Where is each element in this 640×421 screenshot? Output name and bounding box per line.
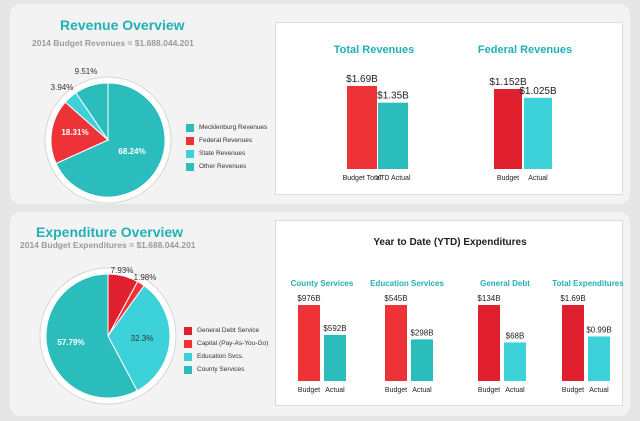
bar-actual [524, 97, 552, 169]
bar-value-label: $976B [297, 294, 320, 303]
bar-value-label: $545B [384, 294, 407, 303]
bar-actual [324, 334, 346, 381]
revenue-panel: Revenue Overview 2014 Budget Revenues = … [10, 4, 630, 204]
bar-budget-total [347, 86, 377, 169]
bar-chart-general-debt: General Debt $134B Budget $68B Actual [477, 279, 530, 394]
bar-budget [562, 305, 584, 381]
pie-slice-other-revenues [75, 82, 109, 142]
pie-label-other-revenues: 9.51% [75, 67, 98, 76]
legend-label: Mecklenburg Revenues [199, 124, 268, 131]
bar-category-label: Actual [528, 175, 548, 182]
bar-value-label: $592B [323, 324, 346, 333]
pie-label-capital-pay-as-you-go: 1.98% [134, 273, 157, 282]
revenue-subtitle: 2014 Budget Revenues = $1.688.044.201 [32, 38, 194, 48]
bar-budget [385, 305, 407, 381]
bar-actual [504, 342, 526, 381]
legend-swatch [186, 136, 194, 145]
pie-label-state-revenues: 3.94% [51, 83, 74, 92]
revenue-bar-charts: Total Revenues $1.69B Budget Total $1.35B YT… [334, 44, 572, 182]
legend-item-federal-revenues: Federal Revenues [186, 134, 267, 147]
bar-chart-federal-revenues: Federal Revenues $1.152B Budget $1.025B Actu… [478, 44, 572, 182]
revenue-bars-card: Total Revenues $1.69B Budget Total $1.35B YT… [275, 22, 623, 195]
bar-value-label: $0.99B [586, 325, 611, 334]
bar-ytd-actual [378, 102, 408, 169]
legend-label: Federal Revenues [199, 137, 253, 144]
bar-category-label: Budget [478, 387, 500, 394]
legend-swatch [184, 365, 192, 374]
bar-chart-total-revenues: Total Revenues $1.69B Budget Total $1.35B YT… [334, 44, 415, 182]
bar-category-label: Actual [325, 387, 345, 394]
bar-chart-education-services: Education Services $545B Budget $298B Actual [370, 279, 444, 394]
legend-item-mecklenburg-revenues: Mecklenburg Revenues [186, 121, 267, 134]
expenditure-title: Expenditure Overview [36, 224, 184, 240]
ytd-title: Year to Date (YTD) Expenditures [373, 237, 527, 248]
legend-swatch [186, 162, 194, 171]
bar-category-label: YTD Actual [375, 175, 410, 182]
legend-item-capital-pay-as-you-go: Capital (Pay-As-You-Go) [184, 337, 268, 350]
pie-label-federal-revenues: 18.31% [61, 128, 88, 137]
bar-chart-title: Federal Revenues [478, 44, 572, 56]
bar-category-label: Budget [562, 387, 584, 394]
expenditure-pie-chart: 7.93%1.98% 32.3% 57.79% [39, 266, 177, 405]
legend-label: Education Svcs. [197, 353, 244, 360]
revenue-title: Revenue Overview [60, 17, 185, 33]
bar-value-label: $1.69B [346, 74, 378, 85]
legend-label: State Revenues [199, 150, 246, 157]
bar-actual [588, 336, 610, 381]
bar-value-label: $1.152B [489, 77, 527, 88]
bar-budget [478, 305, 500, 381]
bar-chart-title: General Debt [480, 279, 530, 288]
bar-category-label: Actual [505, 387, 525, 394]
bar-category-label: Budget [497, 175, 519, 182]
bar-budget [494, 89, 522, 169]
expenditure-bars-card: Year to Date (YTD) Expenditures County S… [275, 220, 625, 406]
bar-value-label: $134B [477, 294, 500, 303]
legend-swatch [184, 339, 192, 348]
bar-actual [411, 339, 433, 381]
bar-category-label: Budget [385, 387, 407, 394]
pie-slice-county-services [45, 273, 138, 399]
bar-chart-county-services: County Services $976B Budget $592B Actual [291, 279, 354, 394]
bar-value-label: $298B [410, 328, 433, 337]
bar-value-label: $68B [506, 331, 525, 340]
legend-swatch [186, 149, 194, 158]
legend-label: County Services [197, 366, 245, 373]
pie-label-county-services: 57.79% [57, 338, 84, 347]
legend-item-state-revenues: State Revenues [186, 147, 267, 160]
legend-swatch [184, 326, 192, 335]
pie-slice-federal-revenues [50, 101, 109, 165]
legend-label: General Debt Service [197, 327, 260, 334]
bar-chart-title: County Services [291, 279, 354, 288]
bar-value-label: $1.025B [519, 86, 557, 97]
legend-label: Other Revenues [199, 163, 247, 170]
legend-label: Capital (Pay-As-You-Go) [197, 340, 269, 347]
bar-category-label: Actual [412, 387, 432, 394]
bar-value-label: $1.35B [377, 91, 409, 102]
legend-item-education-svcs: Education Svcs. [184, 350, 268, 363]
legend-swatch [184, 352, 192, 361]
bar-chart-total-expenditures: Total Expenditures $1.69B Budget $0.99B Actu… [552, 279, 624, 394]
bar-category-label: Budget Total [343, 175, 382, 182]
bar-chart-title: Total Expenditures [552, 279, 624, 288]
expenditure-panel: Expenditure Overview 2014 Budget Expendi… [10, 212, 630, 416]
pie-slice-mecklenburg-revenues [55, 82, 166, 198]
legend-item-general-debt-service: General Debt Service [184, 324, 268, 337]
expenditure-bar-charts: County Services$976BBudget$592BActualEdu… [291, 279, 625, 394]
bar-budget [298, 305, 320, 381]
legend-swatch [186, 123, 194, 132]
revenue-pie-chart: 68.24% 18.31% 3.94%9.51% [44, 67, 172, 204]
bar-category-label: Budget [298, 387, 320, 394]
pie-label-mecklenburg-revenues: 68.24% [118, 147, 145, 156]
legend-item-county-services: County Services [184, 363, 268, 376]
expenditure-subtitle: 2014 Budget Expenditures = $1.688.044.20… [20, 240, 196, 250]
pie-label-education-svcs: 32.3% [131, 334, 154, 343]
bar-chart-title: Total Revenues [334, 44, 415, 56]
bar-category-label: Actual [589, 387, 609, 394]
pie-label-general-debt-service: 7.93% [111, 266, 134, 275]
revenue-legend: Mecklenburg Revenues Federal Revenues Stat… [186, 121, 267, 173]
expenditure-legend: General Debt Service Capital (Pay-As-You-… [184, 324, 268, 376]
legend-item-other-revenues: Other Revenues [186, 160, 267, 173]
bar-value-label: $1.69B [560, 294, 585, 303]
bar-chart-title: Education Services [370, 279, 444, 288]
